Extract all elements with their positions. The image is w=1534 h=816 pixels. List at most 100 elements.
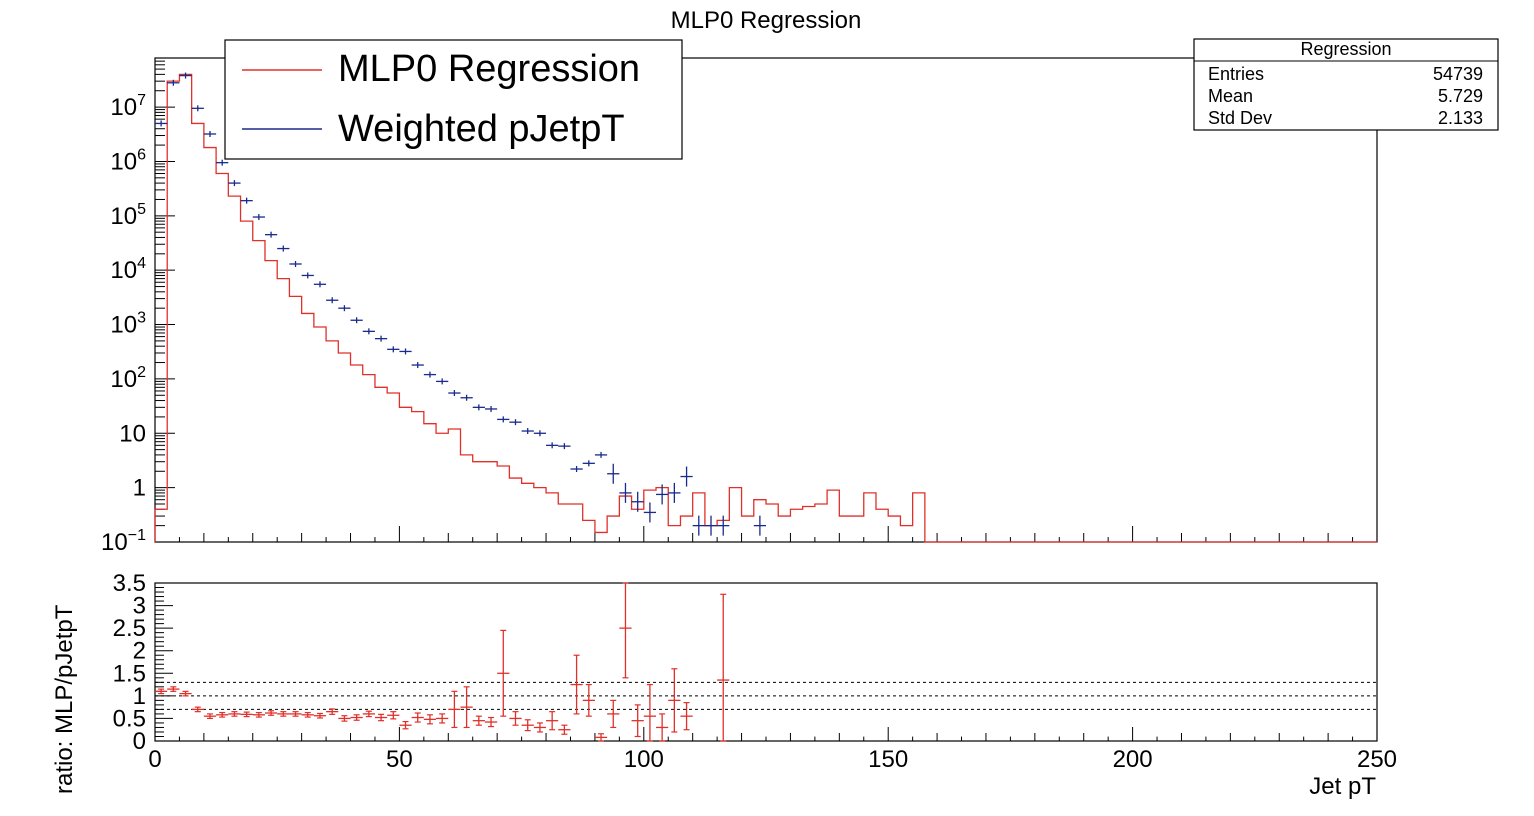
ratio-point — [374, 713, 388, 722]
stats-entries-label: Entries — [1208, 64, 1264, 84]
weighted-pjetpt-point — [631, 491, 644, 512]
ratio-point — [264, 710, 278, 716]
ratio-point — [240, 711, 253, 718]
ratio-point — [326, 708, 339, 715]
ratio-point — [717, 593, 730, 742]
weighted-pjetpt-point — [155, 120, 168, 127]
top-y-tick-labels: 10−1 1 10 102 103 104 105 106 107 — [101, 92, 146, 556]
ratio-point — [656, 713, 669, 742]
weighted-pjetpt-point — [704, 515, 718, 536]
ratio-point — [607, 699, 620, 729]
ratio-point — [631, 704, 644, 738]
ratio-point — [436, 713, 449, 724]
weighted-pjetpt-point — [717, 515, 730, 536]
weighted-pjetpt-point — [289, 260, 302, 267]
ratio-point — [252, 711, 265, 718]
weighted-pjetpt-point — [619, 482, 632, 503]
weighted-pjetpt-point — [582, 460, 595, 467]
weighted-pjetpt-point — [423, 371, 437, 378]
y-axis-label: ratio: MLP/pJetpT — [51, 604, 78, 794]
weighted-pjetpt-point — [546, 442, 559, 449]
weighted-pjetpt-point — [436, 378, 449, 385]
ratio-point — [509, 711, 522, 726]
ratio-x-tick-label: 0 — [148, 746, 161, 773]
weighted-pjetpt-point — [374, 335, 388, 342]
weighted-pjetpt-point — [570, 466, 583, 473]
stats-stddev-label: Std Dev — [1208, 108, 1272, 128]
weighted-pjetpt-point — [179, 72, 192, 79]
ratio-pad: 00.511.522.533.5 0 50 100 150 200 250 Jet pT … — [51, 570, 1397, 800]
weighted-pjetpt-point — [692, 515, 705, 536]
ratio-x-tick-label: 50 — [386, 746, 413, 773]
weighted-pjetpt-point — [191, 105, 204, 112]
weighted-pjetpt-points — [155, 72, 766, 536]
ratio-plot-frame — [154, 582, 1378, 742]
ratio-x-tick-label: 150 — [868, 746, 908, 773]
ratio-points — [155, 582, 730, 742]
weighted-pjetpt-point — [362, 328, 375, 335]
weighted-pjetpt-point — [472, 404, 485, 411]
weighted-pjetpt-point — [338, 305, 351, 312]
ratio-point — [497, 629, 510, 717]
weighted-pjetpt-point — [411, 362, 424, 369]
weighted-pjetpt-point — [277, 245, 290, 252]
top-y-tick-label: 1 — [133, 475, 146, 502]
ratio-x-ticks — [154, 727, 1378, 741]
top-x-ticks — [154, 526, 1378, 542]
ratio-point — [619, 582, 632, 679]
chart-title: MLP0 Regression — [671, 7, 862, 34]
ratio-point — [179, 690, 192, 697]
weighted-pjetpt-point — [301, 272, 314, 279]
stats-mean-label: Mean — [1208, 86, 1253, 106]
ratio-y-tick-label: 1 — [133, 683, 146, 710]
ratio-point — [338, 715, 351, 722]
ratio-x-tick-label: 100 — [624, 746, 664, 773]
ratio-point — [277, 711, 290, 717]
stats-entries-value: 54739 — [1433, 64, 1483, 84]
weighted-pjetpt-point — [594, 451, 608, 458]
weighted-pjetpt-point — [167, 79, 180, 86]
weighted-pjetpt-point — [240, 197, 253, 204]
weighted-pjetpt-point — [484, 405, 498, 412]
ratio-reference-lines — [155, 681, 1377, 710]
ratio-point — [546, 711, 559, 731]
legend: MLP0 Regression Weighted pJetpT — [224, 39, 683, 160]
weighted-pjetpt-point — [509, 419, 522, 426]
top-y-tick-label: 107 — [110, 92, 146, 121]
weighted-pjetpt-point — [228, 180, 241, 187]
ratio-point — [289, 711, 302, 717]
weighted-pjetpt-point — [460, 394, 473, 401]
ratio-point — [594, 733, 608, 742]
ratio-point — [460, 686, 473, 729]
weighted-pjetpt-point — [313, 281, 327, 288]
ratio-y-tick-label: 2 — [133, 638, 146, 665]
top-y-tick-label: 103 — [110, 310, 146, 339]
stats-stddev-value: 2.133 — [1438, 108, 1483, 128]
stats-box: Regression Entries 54739 Mean 5.729 Std … — [1193, 38, 1499, 131]
weighted-pjetpt-point — [521, 428, 534, 435]
ratio-y-tick-labels: 00.511.522.533.5 — [113, 570, 146, 755]
weighted-pjetpt-point — [753, 515, 766, 536]
weighted-pjetpt-point — [448, 390, 461, 397]
top-pad: 10−1 1 10 102 103 104 105 106 107 — [101, 57, 1378, 556]
weighted-pjetpt-point — [203, 130, 217, 137]
weighted-pjetpt-point — [643, 502, 657, 523]
top-y-ticks — [155, 57, 175, 543]
weighted-pjetpt-point — [668, 482, 681, 503]
ratio-point — [387, 711, 400, 720]
ratio-y-tick-label: 2.5 — [113, 615, 146, 642]
top-y-tick-label: 106 — [110, 146, 146, 175]
ratio-point — [643, 683, 657, 742]
weighted-pjetpt-point — [216, 159, 229, 166]
ratio-point — [155, 688, 168, 695]
weighted-pjetpt-point — [350, 317, 363, 324]
ratio-point — [399, 720, 412, 730]
weighted-pjetpt-point — [680, 466, 693, 487]
ratio-point — [521, 719, 534, 732]
legend-label-mlp: MLP0 Regression — [338, 48, 640, 90]
ratio-point — [484, 716, 498, 728]
ratio-y-tick-label: 0 — [133, 728, 146, 755]
stats-box-frame — [1193, 38, 1499, 131]
weighted-pjetpt-point — [497, 416, 510, 423]
weighted-pjetpt-point — [264, 231, 278, 238]
